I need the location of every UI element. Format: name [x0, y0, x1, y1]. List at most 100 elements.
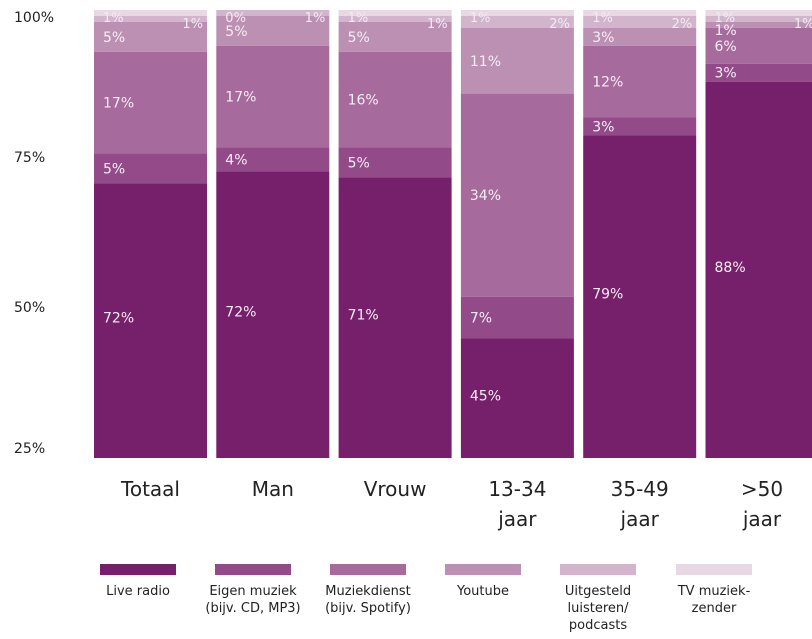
legend-item: Youtube	[433, 564, 533, 600]
data-label: 1%	[715, 11, 736, 26]
bar-group-4: 1% 2% 3% 12% 3% 79%	[583, 10, 697, 458]
bar-segment	[583, 135, 697, 458]
data-label: 6%	[715, 39, 737, 55]
bar-segment	[338, 177, 452, 458]
bar-segment	[94, 10, 207, 16]
legend-label: Youtube	[457, 584, 509, 599]
legend-label: Uitgesteld luisteren/ podcasts	[564, 584, 632, 633]
legend-swatch	[100, 564, 176, 575]
data-label: 0%	[225, 11, 246, 26]
legend-swatch	[676, 564, 752, 575]
bar-segment	[94, 153, 207, 184]
data-label: 3%	[715, 66, 737, 82]
bar-segment	[460, 93, 574, 297]
data-label: 4%	[225, 152, 247, 168]
data-label: 12%	[592, 75, 623, 91]
data-label: 1%	[348, 11, 369, 26]
legend-item: Uitgesteld luisteren/ podcasts	[548, 564, 648, 634]
bar-segment	[460, 15, 574, 28]
data-label: 7%	[470, 311, 492, 327]
legend-item: Muziekdienst (bijv. Spotify)	[318, 564, 418, 617]
y-tick-label: 25%	[14, 441, 46, 457]
bar-segment	[216, 45, 330, 148]
bar-segment	[705, 10, 812, 16]
bar-segment	[583, 27, 697, 46]
data-label: 5%	[348, 30, 370, 46]
y-tick-label: 100%	[14, 10, 55, 26]
bar-segment	[94, 15, 207, 22]
legend-swatch	[445, 564, 521, 575]
data-label: 1%	[592, 11, 613, 26]
bar-segment	[460, 296, 574, 339]
bar-segment	[583, 10, 697, 16]
data-label: 16%	[348, 93, 379, 109]
x-tick-label: Totaal	[121, 477, 180, 501]
data-label: 71%	[348, 308, 379, 324]
y-tick-label: 75%	[14, 150, 46, 167]
data-label: 72%	[103, 311, 134, 327]
data-label: 11%	[470, 54, 501, 70]
legend-item: TV muziek- zender	[664, 564, 764, 617]
bar-group-1: 0% 1% 5% 17% 4% 72%	[216, 10, 330, 458]
data-label: 17%	[103, 96, 134, 112]
bar-group-5: 1%1%1%6%3%88%	[705, 10, 812, 459]
data-label: 1%	[794, 17, 812, 32]
legend-label: Eigen muziek (bijv. CD, MP3)	[205, 584, 301, 616]
bar-segment	[338, 147, 452, 178]
x-tick-label: 13-34 jaar	[488, 477, 547, 531]
bar-segment	[705, 15, 812, 22]
legend-label: Muziekdienst (bijv. Spotify)	[325, 584, 411, 616]
data-label: 79%	[592, 287, 623, 303]
legend-item: Live radio	[88, 564, 188, 600]
data-label: 3%	[592, 119, 614, 135]
data-label: 2%	[549, 17, 570, 32]
data-label: 72%	[225, 305, 256, 321]
bar-segment	[583, 15, 697, 28]
bar-segment	[583, 45, 697, 118]
legend-item: Eigen muziek (bijv. CD, MP3)	[203, 564, 303, 617]
bar-segment	[705, 27, 812, 64]
bar-group-2: 1% 1% 5% 16% 5% 71%	[338, 10, 452, 458]
bar-segment	[94, 51, 207, 154]
bar-group-0: 1% 1% 5% 17% 5% 72%	[94, 10, 207, 458]
data-label: 1%	[305, 11, 326, 26]
data-label: 1%	[470, 11, 491, 26]
bar-segment	[216, 10, 330, 16]
legend-swatch	[560, 564, 636, 575]
bar-segment	[705, 21, 812, 28]
data-label: 2%	[672, 17, 693, 32]
data-label: 5%	[225, 24, 247, 40]
bar-segment	[338, 21, 452, 52]
x-tick-label: >50 jaar	[740, 477, 784, 531]
data-label: 88%	[715, 260, 746, 276]
legend-swatch	[215, 564, 291, 575]
bar-group-3: 1% 2% 11% 34% 7% 45%	[460, 10, 574, 458]
data-label: 5%	[103, 161, 125, 177]
legend-swatch	[330, 564, 406, 575]
data-label: 1%	[715, 23, 737, 39]
x-tick-label: 35-49 jaar	[610, 477, 669, 531]
bar-segment	[94, 21, 207, 52]
legend-label: Live radio	[106, 584, 170, 599]
data-label: 5%	[103, 30, 125, 46]
bar-segment	[460, 10, 574, 16]
bar-segment	[338, 15, 452, 22]
data-label: 1%	[182, 17, 203, 32]
data-label: 3%	[592, 30, 614, 46]
bar-segment	[460, 338, 574, 458]
bar-segment	[216, 15, 330, 46]
bar-segment	[705, 81, 812, 459]
data-label: 1%	[103, 11, 124, 26]
bar-segment	[216, 147, 330, 172]
x-tick-label: Vrouw	[363, 477, 427, 501]
data-label: 45%	[470, 388, 501, 404]
data-label: 34%	[470, 188, 501, 204]
data-label: 1%	[427, 17, 448, 32]
x-tick-label: Man	[251, 477, 294, 501]
bar-segment	[705, 63, 812, 82]
y-tick-label: 50%	[14, 299, 46, 316]
data-label: 5%	[348, 155, 370, 171]
bar-segment	[460, 27, 574, 94]
bar-segment	[338, 51, 452, 148]
